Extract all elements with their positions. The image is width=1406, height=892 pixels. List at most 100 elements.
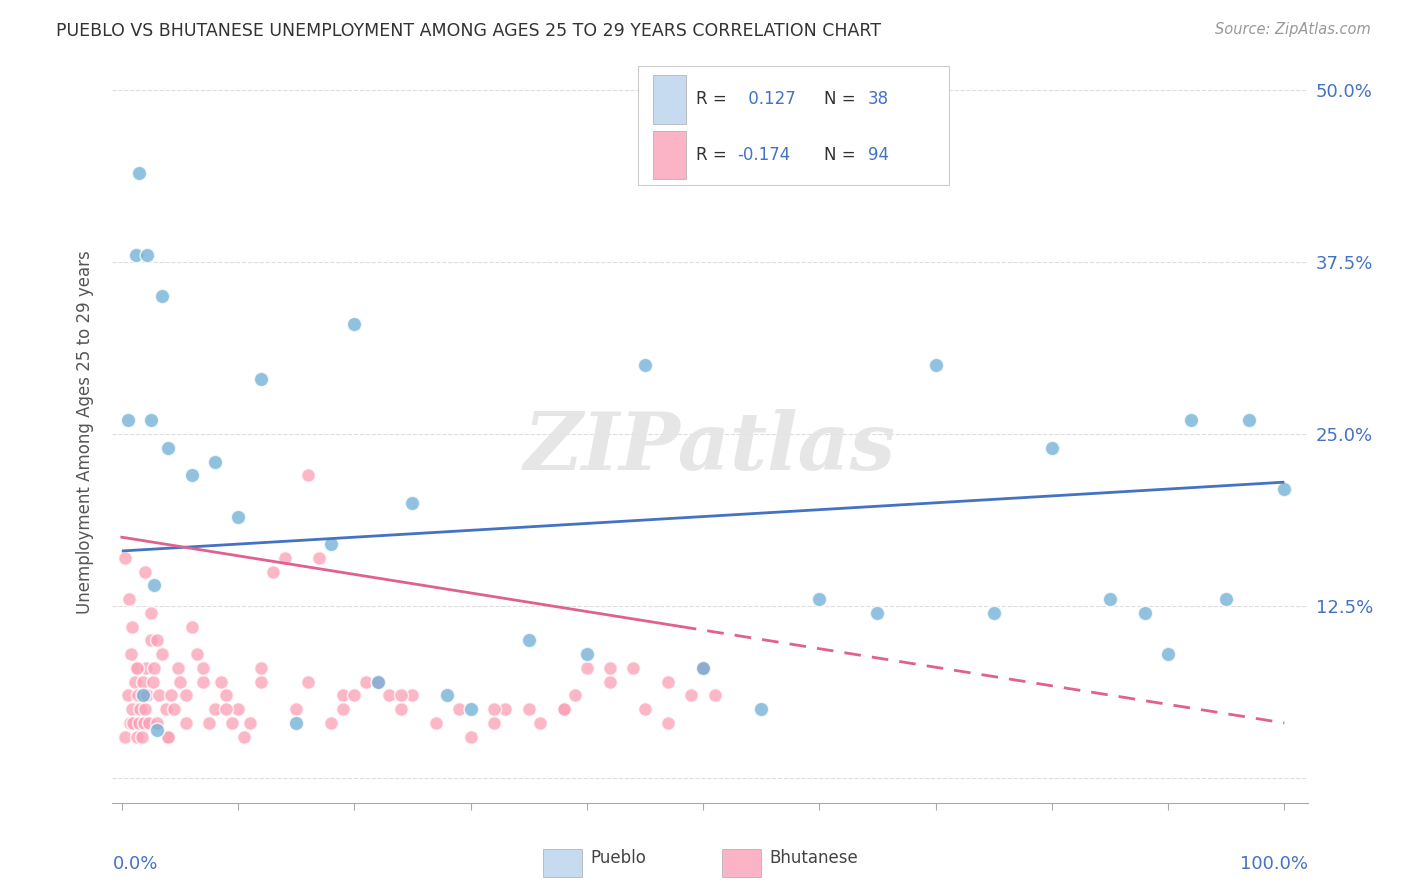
Point <box>131 730 153 744</box>
Point <box>125 248 148 262</box>
Point <box>273 550 295 565</box>
Text: R =: R = <box>696 90 731 109</box>
Point <box>117 413 139 427</box>
Point <box>250 372 273 386</box>
Point <box>117 689 139 703</box>
Point <box>1215 592 1237 607</box>
Point <box>134 702 156 716</box>
Text: 0.127: 0.127 <box>744 90 796 109</box>
Point <box>131 689 153 703</box>
Point <box>367 674 389 689</box>
Point <box>401 496 423 510</box>
Point <box>297 674 319 689</box>
Text: 94: 94 <box>868 146 889 164</box>
FancyBboxPatch shape <box>652 131 686 179</box>
Point <box>118 716 141 731</box>
Point <box>332 689 354 703</box>
Text: 38: 38 <box>868 90 889 109</box>
Point <box>191 674 214 689</box>
Point <box>134 565 156 579</box>
Point <box>517 633 540 648</box>
Point <box>378 689 401 703</box>
Point <box>142 674 165 689</box>
Point <box>564 689 586 703</box>
Text: 100.0%: 100.0% <box>1240 855 1308 872</box>
Point <box>143 578 166 592</box>
Point <box>553 702 575 716</box>
Text: PUEBLO VS BHUTANESE UNEMPLOYMENT AMONG AGES 25 TO 29 YEARS CORRELATION CHART: PUEBLO VS BHUTANESE UNEMPLOYMENT AMONG A… <box>56 22 882 40</box>
Point <box>143 661 166 675</box>
Point <box>389 702 412 716</box>
Point <box>169 674 191 689</box>
Point <box>125 661 148 675</box>
Point <box>1157 647 1180 661</box>
Point <box>367 674 389 689</box>
Point <box>232 730 254 744</box>
Point <box>1239 413 1261 427</box>
Point <box>180 468 202 483</box>
Point <box>209 674 232 689</box>
Point <box>180 620 202 634</box>
Point <box>285 702 308 716</box>
Point <box>436 689 458 703</box>
Point <box>155 702 177 716</box>
Point <box>1272 482 1295 496</box>
Point <box>166 661 188 675</box>
Point <box>148 689 170 703</box>
Text: 0.0%: 0.0% <box>112 855 157 872</box>
Point <box>121 702 143 716</box>
Text: R =: R = <box>696 146 731 164</box>
Point <box>460 730 482 744</box>
Text: N =: N = <box>824 90 860 109</box>
Point <box>157 730 180 744</box>
Point <box>114 550 136 565</box>
FancyBboxPatch shape <box>543 848 582 877</box>
Point <box>703 689 725 703</box>
Point <box>136 248 159 262</box>
Point <box>136 689 159 703</box>
Point <box>1180 413 1202 427</box>
Point <box>983 606 1005 620</box>
Point <box>145 716 167 731</box>
FancyBboxPatch shape <box>723 848 762 877</box>
Point <box>482 702 505 716</box>
Point <box>122 716 145 731</box>
Point <box>692 661 714 675</box>
Point <box>129 702 152 716</box>
Point <box>152 647 174 661</box>
Text: ZIPatlas: ZIPatlas <box>524 409 896 486</box>
Point <box>215 689 238 703</box>
Point <box>174 689 197 703</box>
Point <box>343 317 366 331</box>
Point <box>924 358 946 372</box>
Point <box>553 702 575 716</box>
Point <box>250 674 273 689</box>
Text: N =: N = <box>824 146 860 164</box>
Point <box>215 702 238 716</box>
Point <box>319 537 342 551</box>
Point <box>657 674 679 689</box>
Point <box>389 689 412 703</box>
Point <box>262 565 284 579</box>
Point <box>120 647 142 661</box>
Point <box>517 702 540 716</box>
Y-axis label: Unemployment Among Ages 25 to 29 years: Unemployment Among Ages 25 to 29 years <box>76 251 94 615</box>
Point <box>114 730 136 744</box>
Point <box>808 592 831 607</box>
Point <box>634 702 657 716</box>
Point <box>250 661 273 675</box>
Point <box>319 716 342 731</box>
FancyBboxPatch shape <box>652 76 686 123</box>
Point <box>1098 592 1121 607</box>
Point <box>204 702 226 716</box>
Point <box>121 620 143 634</box>
Point <box>221 716 243 731</box>
Point <box>128 165 150 179</box>
Point <box>297 468 319 483</box>
Point <box>494 702 516 716</box>
Text: -0.174: -0.174 <box>738 146 790 164</box>
Point <box>163 702 186 716</box>
Point <box>599 661 621 675</box>
Point <box>482 716 505 731</box>
Point <box>145 633 167 648</box>
